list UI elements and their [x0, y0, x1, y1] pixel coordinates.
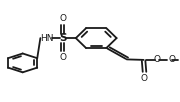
Text: O: O	[153, 55, 160, 64]
Text: O: O	[59, 53, 66, 62]
Text: O: O	[141, 74, 148, 83]
Text: O: O	[169, 55, 176, 64]
Text: S: S	[59, 33, 66, 43]
Text: O: O	[59, 14, 66, 23]
Text: HN: HN	[40, 34, 53, 43]
